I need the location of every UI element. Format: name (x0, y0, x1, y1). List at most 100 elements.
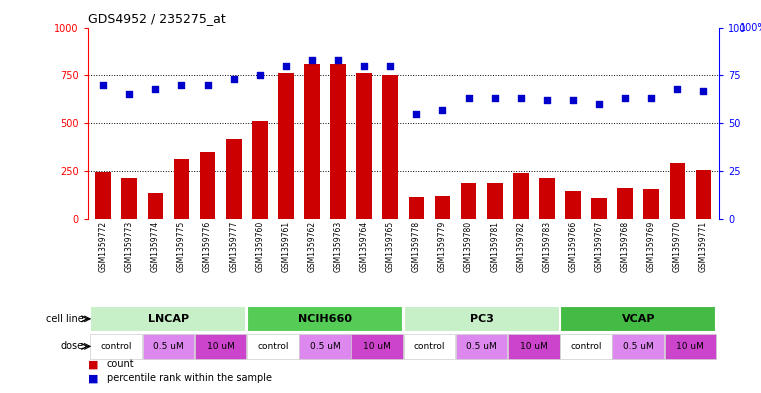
Bar (565, 191, 581, 219)
Point (671, 86, 683, 92)
Text: ■: ■ (88, 360, 98, 369)
Text: PC3: PC3 (470, 314, 494, 324)
Text: GSM1359777: GSM1359777 (229, 221, 238, 272)
FancyBboxPatch shape (560, 306, 716, 332)
Point (97, 82, 110, 88)
Bar (487, 183, 502, 219)
Bar (226, 140, 241, 219)
Bar (644, 189, 659, 219)
Point (567, 97, 579, 103)
Text: control: control (570, 342, 602, 351)
Bar (409, 196, 424, 219)
FancyBboxPatch shape (508, 334, 559, 359)
Text: count: count (107, 360, 134, 369)
Bar (278, 73, 294, 219)
Bar (174, 160, 189, 219)
Text: GSM1359772: GSM1359772 (99, 221, 107, 272)
Text: GSM1359767: GSM1359767 (594, 221, 603, 272)
Text: 0.5 uM: 0.5 uM (153, 342, 184, 351)
Text: GSM1359763: GSM1359763 (333, 221, 342, 272)
Point (436, 107, 448, 113)
Text: control: control (257, 342, 288, 351)
FancyBboxPatch shape (247, 306, 403, 332)
Bar (539, 178, 555, 219)
Text: GSM1359769: GSM1359769 (647, 221, 656, 272)
Text: GSM1359760: GSM1359760 (255, 221, 264, 272)
Point (175, 82, 187, 88)
Bar (460, 183, 476, 219)
Text: GSM1359774: GSM1359774 (151, 221, 160, 272)
Bar (383, 75, 398, 219)
Text: GSM1359776: GSM1359776 (203, 221, 212, 272)
Text: 0.5 uM: 0.5 uM (466, 342, 497, 351)
Point (149, 86, 161, 92)
FancyBboxPatch shape (352, 334, 403, 359)
Point (332, 57, 344, 63)
Bar (670, 163, 685, 219)
FancyBboxPatch shape (664, 334, 716, 359)
Point (463, 95, 475, 101)
Bar (95, 172, 111, 219)
Text: GSM1359773: GSM1359773 (125, 221, 134, 272)
Point (228, 76, 240, 82)
Text: cell line: cell line (46, 314, 84, 324)
Text: GSM1359770: GSM1359770 (673, 221, 682, 272)
Text: dose: dose (61, 342, 84, 351)
Text: VCAP: VCAP (622, 314, 655, 324)
Text: 0.5 uM: 0.5 uM (622, 342, 654, 351)
Point (697, 87, 709, 94)
Point (489, 95, 501, 101)
Text: GDS4952 / 235275_at: GDS4952 / 235275_at (88, 12, 225, 25)
Text: 0.5 uM: 0.5 uM (310, 342, 340, 351)
Text: 10 uM: 10 uM (677, 342, 705, 351)
Text: 10 uM: 10 uM (520, 342, 548, 351)
Point (253, 72, 266, 79)
Bar (199, 152, 215, 219)
Text: GSM1359764: GSM1359764 (360, 221, 368, 272)
Text: 10 uM: 10 uM (207, 342, 234, 351)
Text: control: control (100, 342, 132, 351)
Text: ■: ■ (88, 373, 98, 383)
Point (306, 57, 318, 63)
Point (358, 62, 371, 69)
FancyBboxPatch shape (613, 334, 664, 359)
Text: LNCAP: LNCAP (148, 314, 189, 324)
Text: GSM1359766: GSM1359766 (568, 221, 578, 272)
Text: GSM1359775: GSM1359775 (177, 221, 186, 272)
Bar (591, 198, 607, 219)
Text: GSM1359783: GSM1359783 (543, 221, 552, 272)
FancyBboxPatch shape (142, 334, 194, 359)
Point (593, 101, 605, 107)
Bar (252, 121, 268, 219)
Text: GSM1359779: GSM1359779 (438, 221, 447, 272)
Point (514, 95, 527, 101)
Text: GSM1359761: GSM1359761 (282, 221, 291, 272)
Bar (617, 188, 633, 219)
Bar (513, 173, 529, 219)
Point (645, 95, 658, 101)
Bar (435, 196, 451, 219)
FancyBboxPatch shape (247, 334, 298, 359)
Point (280, 62, 292, 69)
Text: GSM1359765: GSM1359765 (386, 221, 395, 272)
Bar (330, 64, 346, 219)
FancyBboxPatch shape (403, 334, 455, 359)
FancyBboxPatch shape (91, 306, 247, 332)
FancyBboxPatch shape (560, 334, 612, 359)
Point (123, 91, 135, 97)
Text: GSM1359781: GSM1359781 (490, 221, 499, 272)
FancyBboxPatch shape (299, 334, 351, 359)
Text: GSM1359778: GSM1359778 (412, 221, 421, 272)
Text: GSM1359771: GSM1359771 (699, 221, 708, 272)
FancyBboxPatch shape (403, 306, 559, 332)
FancyBboxPatch shape (456, 334, 508, 359)
Text: GSM1359780: GSM1359780 (464, 221, 473, 272)
FancyBboxPatch shape (195, 334, 247, 359)
Point (619, 95, 632, 101)
Text: NCIH660: NCIH660 (298, 314, 352, 324)
Point (202, 82, 214, 88)
Point (541, 97, 553, 103)
Text: percentile rank within the sample: percentile rank within the sample (107, 373, 272, 383)
Bar (148, 193, 163, 219)
Text: GSM1359768: GSM1359768 (621, 221, 629, 272)
